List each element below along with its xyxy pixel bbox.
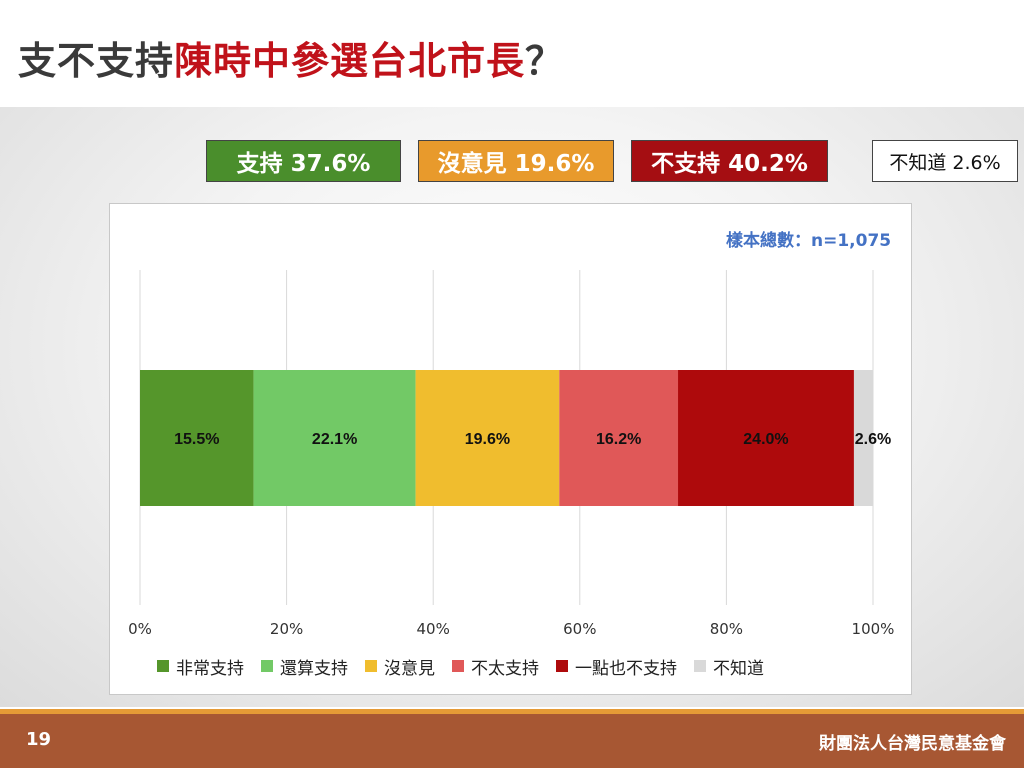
data-label: 19.6% [465,431,510,448]
legend-item: 還算支持 [261,654,348,679]
title-prefix: 支不支持 [18,39,175,83]
x-tick-label: 0% [128,620,152,638]
bar-segment [559,370,679,506]
support-summary-box: 支持 37.6% [206,140,401,182]
x-tick-label: 20% [270,620,303,638]
bar-segment [678,370,854,506]
data-label: 24.0% [743,431,788,448]
data-label: 2.6% [855,431,891,448]
page-title: 支不支持陳時中參選台北市長？ [18,30,564,85]
sample-size-note: 樣本總數：n=1,075 [726,231,892,251]
legend-swatch [452,660,464,672]
legend-item: 一點也不支持 [556,654,677,679]
bar-segment [415,370,560,506]
legend-label: 不知道 [713,658,764,679]
bar-segment [253,370,416,506]
data-label: 16.2% [596,431,641,448]
legend-label: 沒意見 [384,658,435,679]
data-label: 15.5% [174,431,219,448]
legend-item: 不太支持 [452,654,539,679]
legend-label: 不太支持 [471,658,539,679]
page-number: 19 [26,729,52,750]
legend-label: 非常支持 [176,658,244,679]
chart-legend: 非常支持 還算支持 沒意見 不太支持 一點也不支持 不知道 [157,654,764,679]
x-tick-label: 40% [417,620,450,638]
legend-item: 不知道 [694,654,764,679]
legend-label: 一點也不支持 [575,658,677,679]
title-highlight: 陳時中參選台北市長 [174,39,526,83]
organization-name: 財團法人台灣民意基金會 [819,734,1006,754]
legend-swatch [556,660,568,672]
x-tick-label: 100% [852,620,895,638]
x-tick-label: 60% [563,620,596,638]
legend-swatch [694,660,706,672]
legend-item: 非常支持 [157,654,244,679]
legend-swatch [365,660,377,672]
legend-swatch [157,660,169,672]
bar-segment [853,370,873,506]
x-tick-label: 80% [710,620,743,638]
oppose-summary-box: 不支持 40.2% [631,140,828,182]
legend-item: 沒意見 [365,654,435,679]
title-suffix: ？ [525,39,565,83]
neutral-summary-box: 沒意見 19.6% [418,140,614,182]
unknown-summary-box: 不知道 2.6% [872,140,1018,182]
legend-label: 還算支持 [280,658,348,679]
bar-segment [140,370,254,506]
footer-bar [0,709,1024,768]
data-label: 22.1% [312,431,357,448]
legend-swatch [261,660,273,672]
